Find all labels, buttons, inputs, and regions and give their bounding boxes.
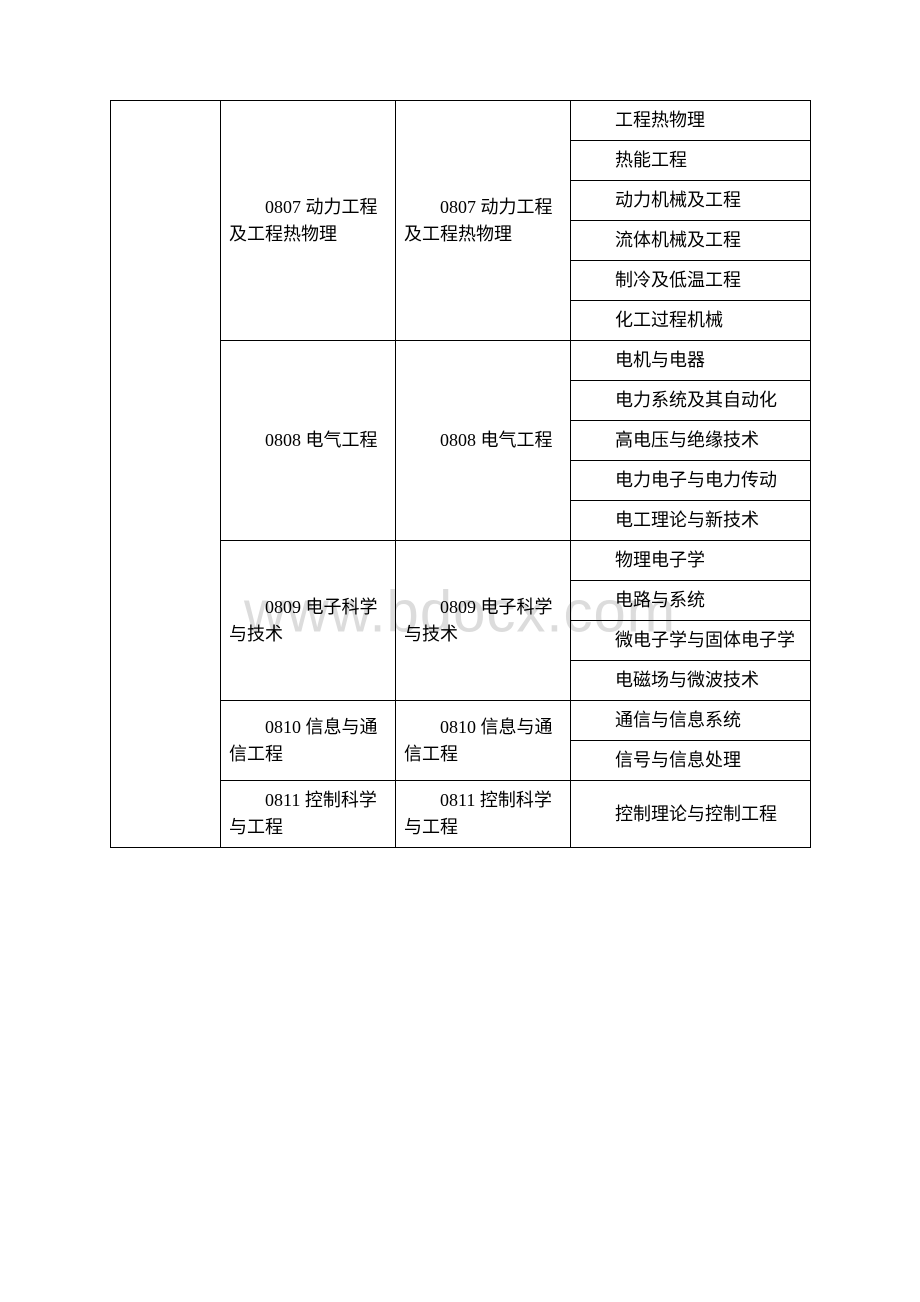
category-cell	[111, 101, 221, 848]
subdiscipline-cell: 制冷及低温工程	[571, 261, 811, 301]
subdiscipline-cell: 物理电子学	[571, 541, 811, 581]
discipline-code-cell: 0808 电气工程	[221, 341, 396, 541]
discipline-code-cell: 0809 电子科学与技术	[221, 541, 396, 701]
subdiscipline-cell: 电力电子与电力传动	[571, 461, 811, 501]
subdiscipline-cell: 热能工程	[571, 141, 811, 181]
subdiscipline-cell: 控制理论与控制工程	[571, 781, 811, 848]
discipline-name-cell: 0809 电子科学与技术	[396, 541, 571, 701]
discipline-name-cell: 0810 信息与通信工程	[396, 701, 571, 781]
subdiscipline-cell: 高电压与绝缘技术	[571, 421, 811, 461]
subdiscipline-cell: 电路与系统	[571, 581, 811, 621]
discipline-table: 0807 动力工程及工程热物理 0807 动力工程及工程热物理 工程热物理 热能…	[110, 100, 811, 848]
subdiscipline-cell: 工程热物理	[571, 101, 811, 141]
subdiscipline-cell: 信号与信息处理	[571, 741, 811, 781]
discipline-name-cell: 0811 控制科学与工程	[396, 781, 571, 848]
discipline-code-cell: 0811 控制科学与工程	[221, 781, 396, 848]
discipline-name-cell: 0807 动力工程及工程热物理	[396, 101, 571, 341]
subdiscipline-cell: 微电子学与固体电子学	[571, 621, 811, 661]
subdiscipline-cell: 动力机械及工程	[571, 181, 811, 221]
discipline-code-cell: 0807 动力工程及工程热物理	[221, 101, 396, 341]
discipline-name-cell: 0808 电气工程	[396, 341, 571, 541]
table-row: 0807 动力工程及工程热物理 0807 动力工程及工程热物理 工程热物理	[111, 101, 811, 141]
subdiscipline-cell: 电机与电器	[571, 341, 811, 381]
page: www.bdocx.com 0807 动力工程及工程热物理 0807 动力工程及…	[0, 0, 920, 1302]
subdiscipline-cell: 电力系统及其自动化	[571, 381, 811, 421]
discipline-code-cell: 0810 信息与通信工程	[221, 701, 396, 781]
subdiscipline-cell: 电磁场与微波技术	[571, 661, 811, 701]
subdiscipline-cell: 通信与信息系统	[571, 701, 811, 741]
subdiscipline-cell: 电工理论与新技术	[571, 501, 811, 541]
subdiscipline-cell: 化工过程机械	[571, 301, 811, 341]
subdiscipline-cell: 流体机械及工程	[571, 221, 811, 261]
